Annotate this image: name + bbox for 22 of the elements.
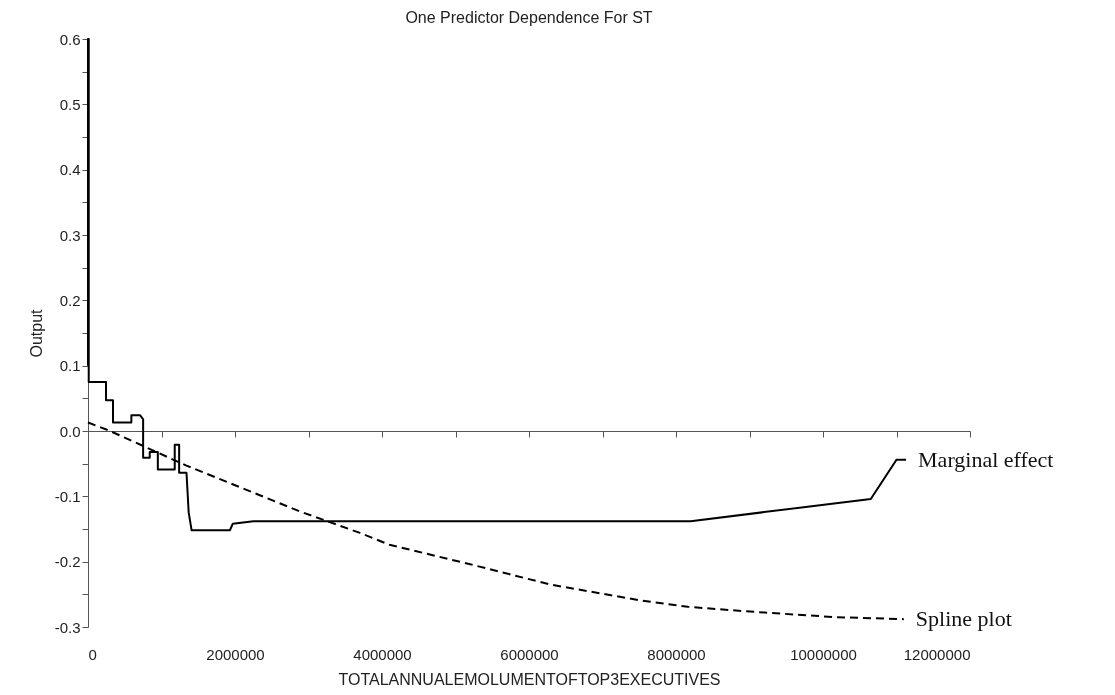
y-tick-label: 0.4	[59, 161, 81, 179]
x-tick-label: 2000000	[206, 645, 265, 663]
x-tick-label: 0	[88, 645, 97, 663]
y-axis-title: Output	[27, 308, 45, 358]
y-tick-label: -0.3	[54, 618, 81, 636]
y-tick-label: 0.2	[59, 291, 81, 309]
series-label: Marginal effect	[918, 446, 1054, 472]
y-tick-label: 0.3	[59, 226, 81, 244]
y-tick-label: 0.6	[59, 30, 81, 48]
x-tick-label: 10000000	[790, 645, 857, 663]
x-tick-label: 12000000	[903, 645, 971, 663]
y-tick-label: -0.1	[54, 487, 81, 505]
chart-title: One Predictor Dependence For ST	[405, 9, 653, 26]
y-tick-label: 0.0	[59, 422, 81, 440]
x-axis-title: TOTALANNUALEMOLUMENTOFTOP3EXECUTIVES	[338, 670, 721, 688]
x-tick-label: 6000000	[500, 645, 559, 663]
y-tick-label: -0.2	[54, 553, 81, 571]
y-tick-label: 0.5	[59, 95, 81, 113]
series-label: Spline plot	[915, 606, 1012, 632]
y-tick-label: 0.1	[59, 357, 81, 375]
x-tick-label: 4000000	[353, 645, 412, 663]
x-tick-label: 8000000	[647, 645, 706, 663]
